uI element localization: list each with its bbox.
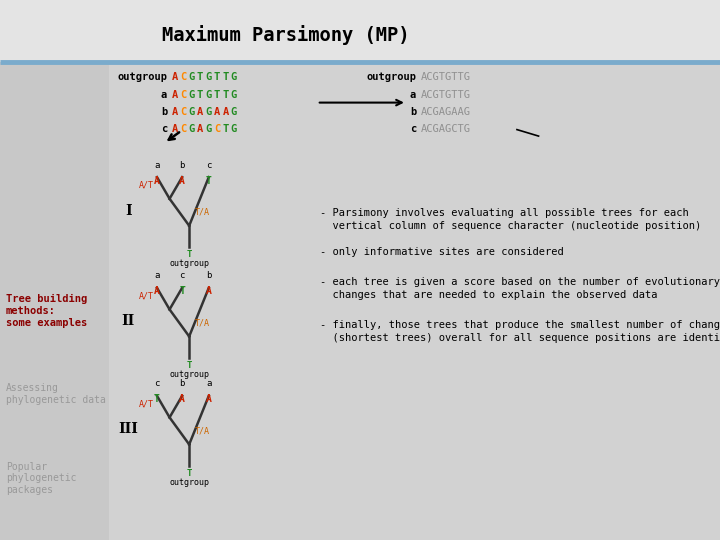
- Text: A: A: [171, 124, 178, 134]
- Bar: [0, 0, 720, 62]
- Text: ACGTGTTG: ACGTGTTG: [421, 90, 471, 99]
- Text: A: A: [171, 72, 178, 82]
- Text: T: T: [214, 72, 220, 82]
- Text: - finally, those trees that produce the smallest number of changes
  (shortest t: - finally, those trees that produce the …: [320, 320, 720, 343]
- Text: c: c: [206, 160, 212, 170]
- Text: A: A: [206, 394, 212, 404]
- Text: A/T: A/T: [138, 181, 153, 190]
- Text: A: A: [197, 124, 203, 134]
- Text: T: T: [197, 90, 203, 99]
- Text: T: T: [214, 90, 220, 99]
- Text: G: G: [231, 90, 237, 99]
- Text: T/A: T/A: [195, 319, 210, 327]
- Text: A: A: [179, 176, 185, 186]
- Text: T/A: T/A: [195, 208, 210, 217]
- Text: a: a: [161, 90, 167, 99]
- Text: b: b: [179, 160, 185, 170]
- Text: - only informative sites are considered: - only informative sites are considered: [320, 247, 564, 257]
- Text: G: G: [189, 124, 194, 134]
- Text: Assessing
phylogenetic data: Assessing phylogenetic data: [6, 383, 106, 405]
- Text: A: A: [154, 286, 160, 296]
- Text: A/T: A/T: [138, 400, 153, 408]
- Text: A/T: A/T: [138, 292, 153, 300]
- Text: a: a: [154, 271, 160, 280]
- Text: G: G: [189, 107, 194, 117]
- Text: Popular
phylogenetic
packages: Popular phylogenetic packages: [6, 462, 76, 495]
- Text: A: A: [171, 90, 178, 99]
- Text: II: II: [122, 314, 135, 328]
- Text: - each tree is given a score based on the number of evolutionary
  changes that : - each tree is given a score based on th…: [320, 277, 720, 300]
- Text: c: c: [161, 124, 167, 134]
- Text: b: b: [410, 107, 416, 117]
- Text: - Parsimony involves evaluating all possible trees for each
  vertical column of: - Parsimony involves evaluating all poss…: [320, 208, 702, 231]
- Text: T/A: T/A: [195, 427, 210, 435]
- Text: c: c: [410, 124, 416, 134]
- Text: a: a: [154, 160, 160, 170]
- Text: outgroup: outgroup: [366, 72, 416, 82]
- Text: G: G: [231, 107, 237, 117]
- Text: T: T: [222, 72, 228, 82]
- Bar: [0, 62, 109, 540]
- Text: C: C: [180, 107, 186, 117]
- Text: ACGAGAAG: ACGAGAAG: [421, 107, 471, 117]
- Text: A: A: [154, 176, 160, 186]
- Text: T: T: [154, 394, 160, 404]
- Text: G: G: [205, 90, 212, 99]
- Text: C: C: [180, 124, 186, 134]
- Text: T: T: [186, 250, 192, 259]
- Text: ACGAGCTG: ACGAGCTG: [421, 124, 471, 134]
- Text: III: III: [118, 422, 138, 436]
- Text: A: A: [214, 107, 220, 117]
- Text: outgroup: outgroup: [169, 259, 210, 268]
- Text: outgroup: outgroup: [117, 72, 167, 82]
- Text: A: A: [206, 286, 212, 296]
- Text: A: A: [222, 107, 228, 117]
- Text: b: b: [179, 379, 185, 388]
- Text: G: G: [205, 107, 212, 117]
- Text: G: G: [205, 124, 212, 134]
- Text: A: A: [197, 107, 203, 117]
- Text: A: A: [179, 394, 185, 404]
- Text: C: C: [180, 90, 186, 99]
- Text: a: a: [410, 90, 416, 99]
- Text: c: c: [179, 271, 185, 280]
- Text: b: b: [206, 271, 212, 280]
- Text: I: I: [125, 204, 132, 218]
- Text: T: T: [222, 124, 228, 134]
- Text: T: T: [186, 469, 192, 478]
- Text: C: C: [180, 72, 186, 82]
- Text: G: G: [189, 72, 194, 82]
- Text: T: T: [206, 176, 212, 186]
- Text: G: G: [205, 72, 212, 82]
- Text: outgroup: outgroup: [169, 478, 210, 487]
- Text: T: T: [197, 72, 203, 82]
- Text: G: G: [231, 72, 237, 82]
- Text: c: c: [154, 379, 160, 388]
- Text: G: G: [189, 90, 194, 99]
- Text: T: T: [222, 90, 228, 99]
- Text: T: T: [186, 361, 192, 370]
- Text: a: a: [206, 379, 212, 388]
- Text: outgroup: outgroup: [169, 370, 210, 379]
- Text: b: b: [161, 107, 167, 117]
- Text: A: A: [171, 107, 178, 117]
- Text: G: G: [231, 124, 237, 134]
- Text: Maximum Parsimony (MP): Maximum Parsimony (MP): [162, 25, 410, 45]
- Text: ACGTGTTG: ACGTGTTG: [421, 72, 471, 82]
- Text: T: T: [179, 286, 185, 296]
- Text: Tree building
methods:
some examples: Tree building methods: some examples: [6, 294, 87, 328]
- Text: C: C: [214, 124, 220, 134]
